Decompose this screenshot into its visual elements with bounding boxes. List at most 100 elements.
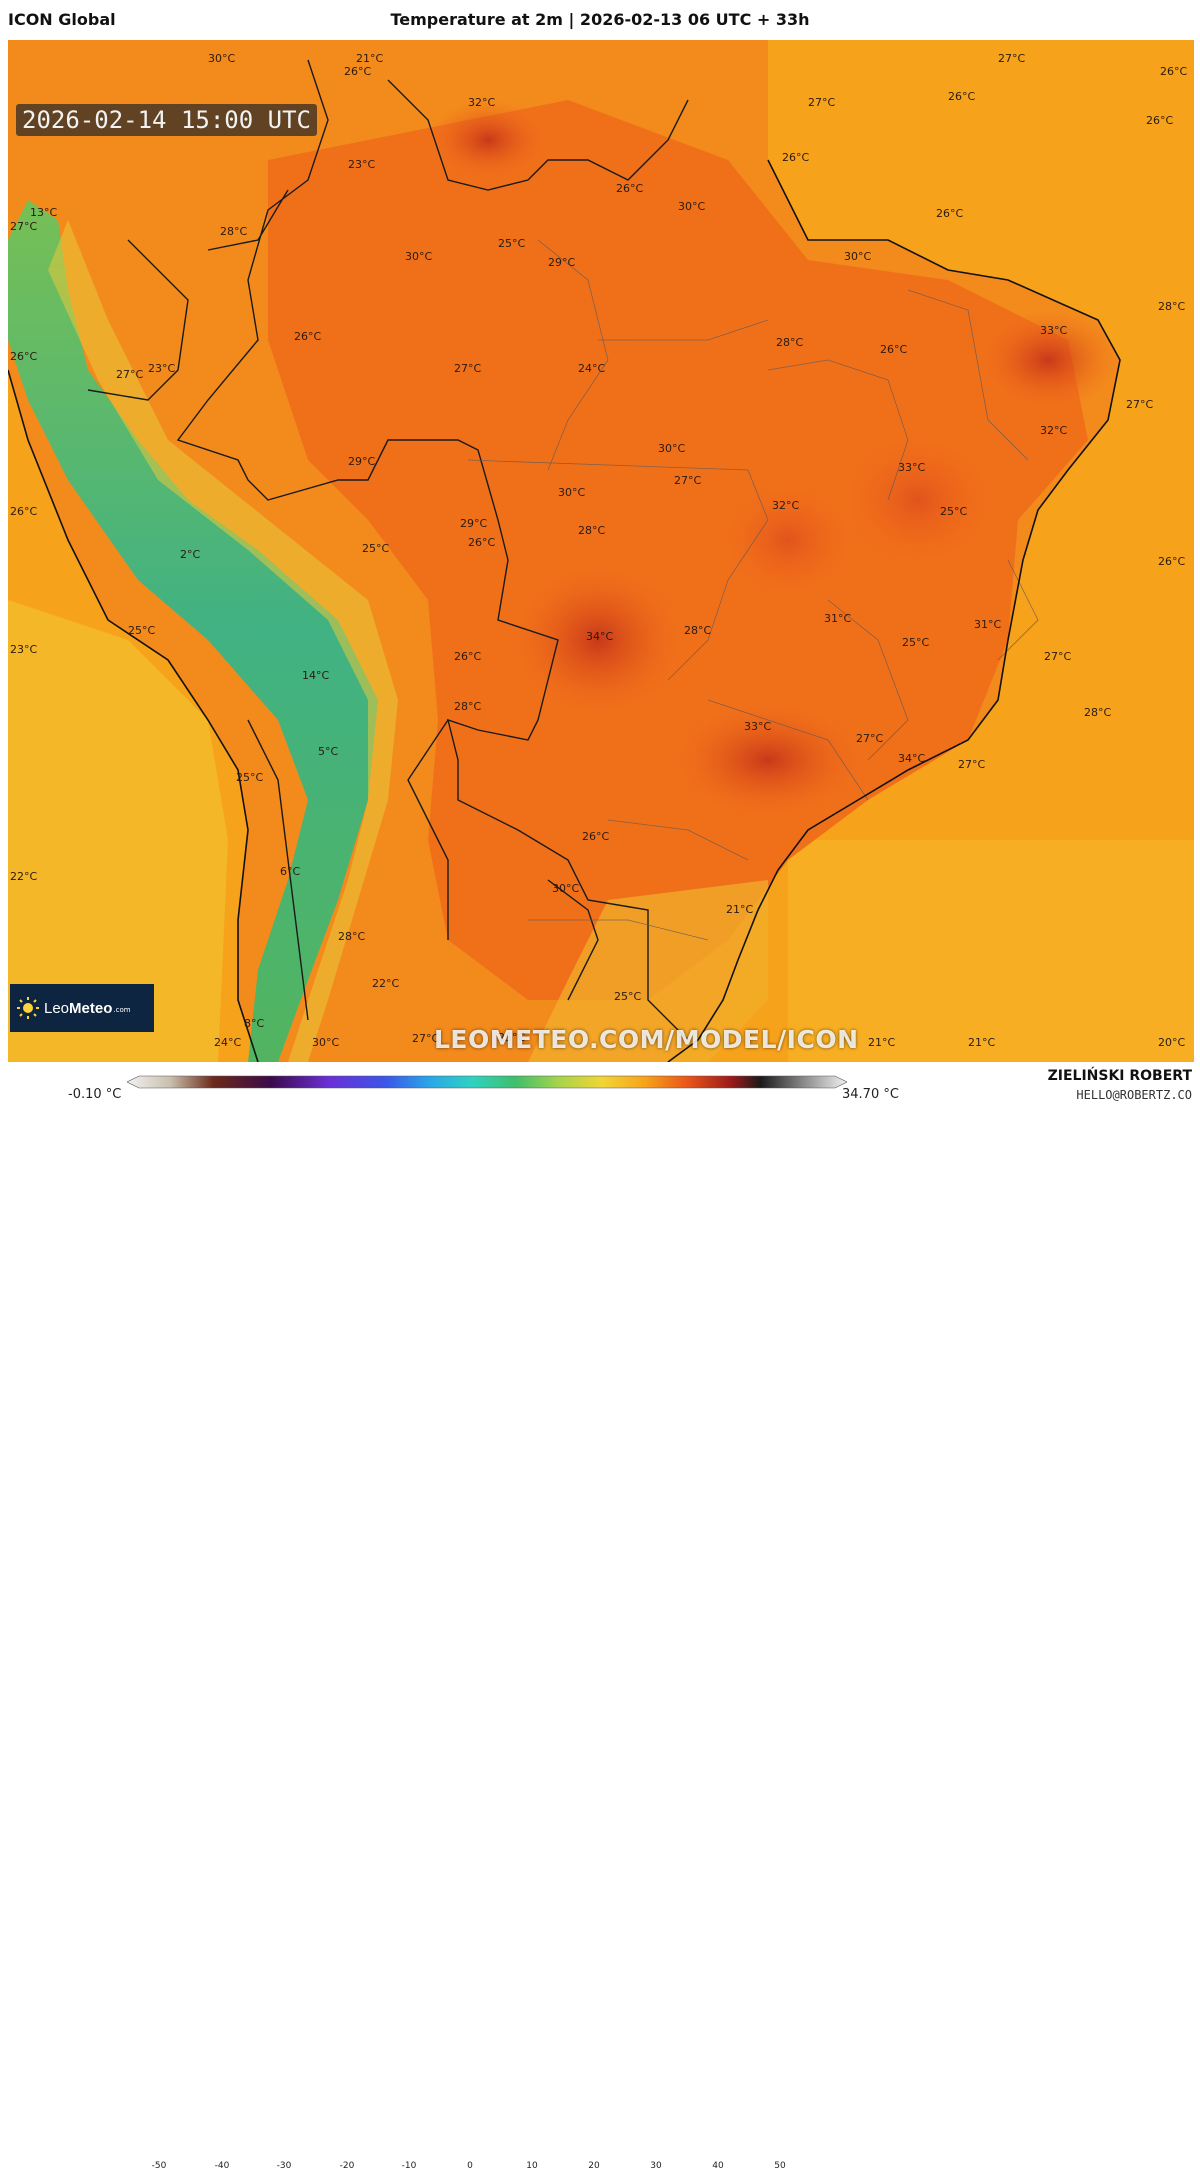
temp-label: 26°C	[468, 536, 496, 549]
temp-label: 30°C	[312, 1036, 340, 1049]
temp-label: 2°C	[180, 548, 201, 561]
temp-label: 26°C	[616, 182, 644, 195]
map-title: Temperature at 2m | 2026-02-13 06 UTC + …	[390, 10, 810, 29]
temp-label: 33°C	[744, 720, 772, 733]
temp-label: 29°C	[548, 256, 576, 269]
temp-label: 26°C	[454, 650, 482, 663]
temp-label: 8°C	[244, 1017, 265, 1030]
temp-label: 33°C	[898, 461, 926, 474]
pacific-coastline	[8, 369, 259, 1062]
temp-label: 34°C	[586, 630, 614, 643]
temp-label: 32°C	[772, 499, 800, 512]
temp-label: 5°C	[318, 745, 339, 758]
temp-label: 25°C	[902, 636, 930, 649]
map-canvas	[8, 40, 1194, 1062]
hot-core-north	[428, 100, 548, 180]
temp-label: 25°C	[940, 505, 968, 518]
header-bar: ICON Global Temperature at 2m | 2026-02-…	[0, 0, 1200, 40]
temp-label: 27°C	[856, 732, 884, 745]
scale-tick: 50	[774, 2161, 786, 2171]
temp-label: 25°C	[236, 771, 264, 784]
temp-label: 27°C	[454, 362, 482, 375]
temp-label: 26°C	[880, 343, 908, 356]
andes-range	[8, 200, 378, 1062]
andes-edge	[48, 220, 398, 1062]
temp-label: 6°C	[280, 865, 301, 878]
temp-label: 28°C	[578, 524, 606, 537]
temp-label: 30°C	[558, 486, 586, 499]
scale-tick: 30	[650, 2161, 662, 2171]
temp-label: 28°C	[220, 225, 248, 238]
temp-label: 31°C	[974, 618, 1002, 631]
temp-label: 25°C	[362, 542, 390, 555]
scale-tick: -40	[214, 2161, 230, 2171]
scale-tick: -10	[401, 2161, 417, 2171]
temp-label: 26°C	[936, 207, 964, 220]
temp-label: 30°C	[678, 200, 706, 213]
scale-min-value: -0.10 °C	[68, 1087, 122, 1102]
temp-label: 27°C	[808, 96, 836, 109]
temp-label: 34°C	[898, 752, 926, 765]
hot-core-pantanal	[508, 560, 688, 720]
temp-label: 22°C	[372, 977, 400, 990]
hot-core-bahia	[838, 430, 998, 570]
temp-label: 31°C	[824, 612, 852, 625]
temp-label: 20°C	[1158, 1036, 1186, 1049]
sun-icon	[17, 997, 39, 1019]
temp-label: 26°C	[1146, 114, 1174, 127]
temp-label: 25°C	[498, 1031, 526, 1044]
temp-label: 30°C	[208, 52, 236, 65]
temp-label: 28°C	[1084, 706, 1112, 719]
temp-label: 30°C	[658, 442, 686, 455]
model-name: ICON Global	[8, 10, 116, 29]
country-borders	[87, 59, 689, 1041]
scale-tick: -20	[339, 2161, 355, 2171]
brazil-interior	[268, 100, 1088, 1000]
temp-label: 25°C	[128, 624, 156, 637]
hot-core-center	[718, 480, 858, 600]
state-borders	[467, 239, 1039, 941]
temp-label: 32°C	[468, 96, 496, 109]
temp-label: 27°C	[1044, 650, 1072, 663]
logo-text: LeoMeteo	[44, 1000, 112, 1017]
temp-label: 32°C	[1040, 424, 1068, 437]
temperature-map[interactable]: 2026-02-14 15:00 UTC 30°C 21°C 26°C 32°C…	[8, 40, 1194, 1062]
scale-tick: -50	[151, 2161, 167, 2171]
temp-label: 26°C	[1160, 65, 1188, 78]
temp-label: 23°C	[10, 643, 38, 656]
scale-tick: 0	[467, 2161, 473, 2171]
watermark-url: LEOMETEO.COM/MODEL/ICON	[434, 1025, 859, 1054]
temp-label: 25°C	[614, 990, 642, 1003]
scale-tick: -30	[276, 2161, 292, 2171]
author-email[interactable]: HELLO@ROBERTZ.CO	[1076, 1088, 1192, 1102]
temp-label: 26°C	[948, 90, 976, 103]
temp-label: 30°C	[844, 250, 872, 263]
legend-footer: -50 -40 -30 -20 -10 0 10 20 30 40 50	[0, 1064, 1200, 2171]
temp-label: 28°C	[1158, 300, 1186, 313]
logo-domain: .com	[113, 1006, 131, 1014]
temp-label: 23°C	[348, 158, 376, 171]
temp-label: 30°C	[552, 882, 580, 895]
temp-label: 29°C	[348, 455, 376, 468]
temp-label: 21°C	[868, 1036, 896, 1049]
temp-label: 26°C	[10, 350, 38, 363]
valid-time-badge: 2026-02-14 15:00 UTC	[16, 104, 317, 136]
temp-label: 25°C	[498, 237, 526, 250]
temp-label: 28°C	[776, 336, 804, 349]
temp-label: 33°C	[1040, 324, 1068, 337]
temp-label: 26°C	[782, 151, 810, 164]
temp-label: 26°C	[10, 505, 38, 518]
temp-label: 26°C	[582, 830, 610, 843]
hot-core-northeast	[978, 310, 1118, 410]
author-name: ZIELIŃSKI ROBERT	[1047, 1068, 1192, 1084]
temp-label: 28°C	[338, 930, 366, 943]
temp-label: 27°C	[958, 758, 986, 771]
temp-label: 23°C	[148, 362, 176, 375]
leometeo-logo[interactable]: LeoMeteo .com	[10, 984, 154, 1032]
temp-label: 29°C	[460, 517, 488, 530]
scale-tick: 20	[588, 2161, 600, 2171]
temp-label: 27°C	[10, 220, 38, 233]
temp-label: 26°C	[294, 330, 322, 343]
scale-tick: 40	[712, 2161, 724, 2171]
temp-label: 13°C	[30, 206, 58, 219]
